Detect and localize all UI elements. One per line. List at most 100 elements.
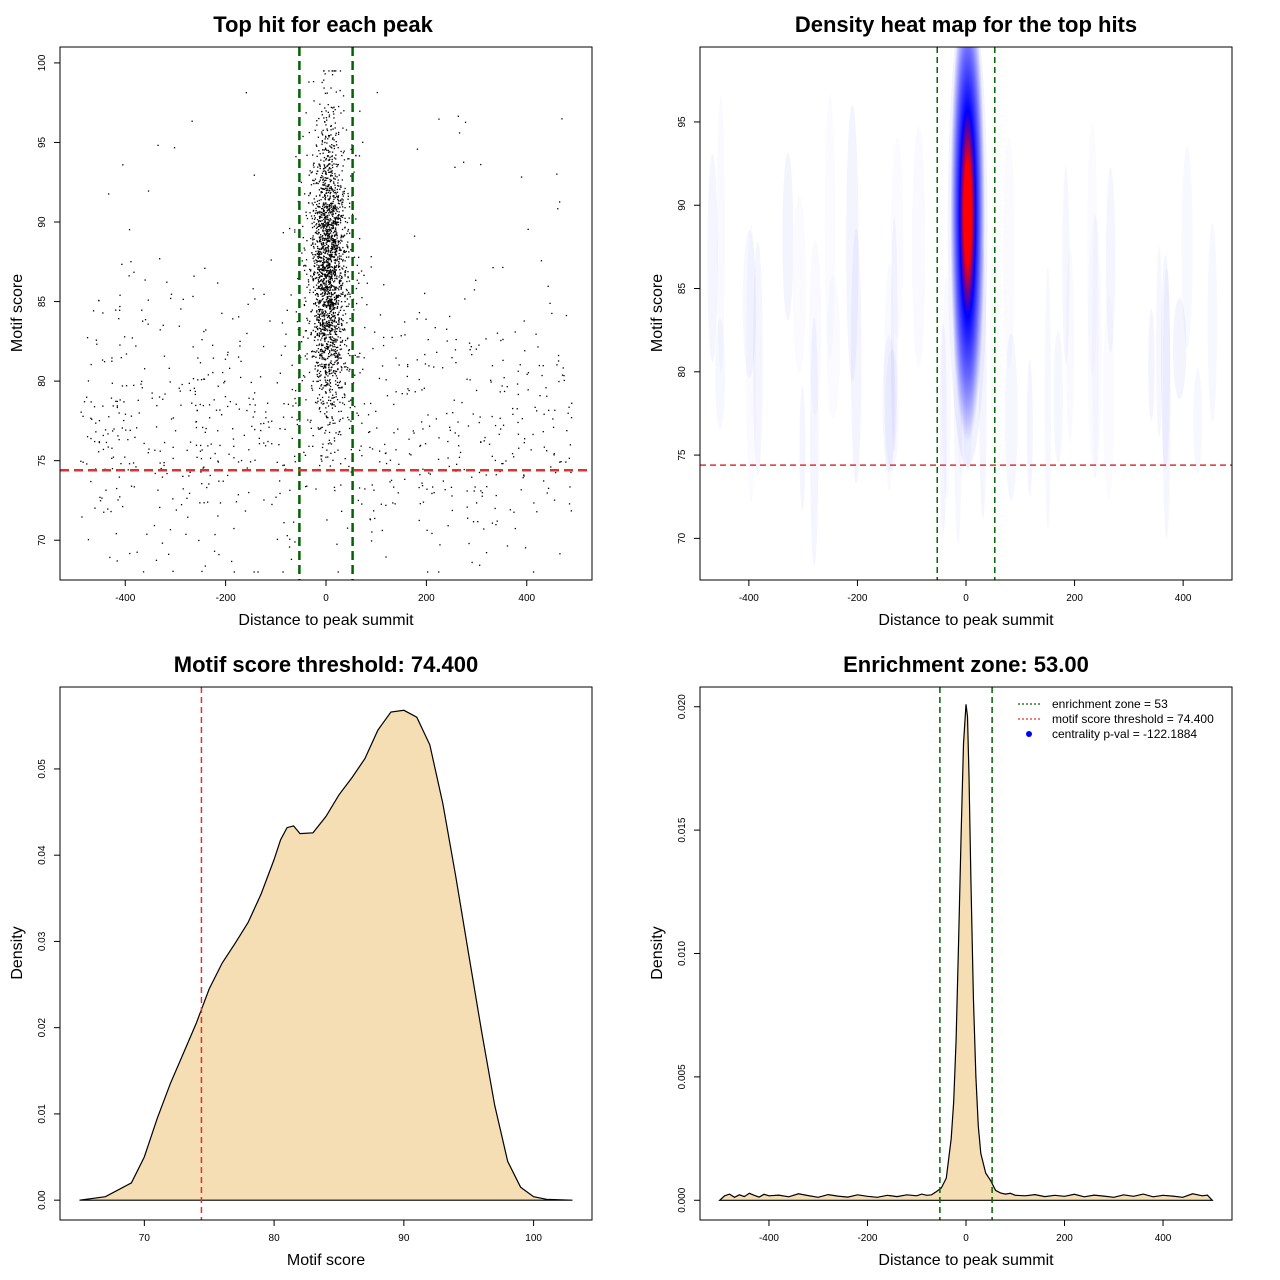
scatter-point bbox=[324, 107, 326, 109]
scatter-point bbox=[530, 449, 532, 451]
scatter-point bbox=[332, 205, 335, 207]
scatter-point bbox=[318, 286, 320, 288]
scatter-point bbox=[275, 496, 277, 498]
scatter-point bbox=[551, 312, 553, 315]
scatter-point bbox=[239, 345, 241, 347]
scatter-point bbox=[332, 246, 334, 249]
scatter-point bbox=[319, 354, 322, 356]
scatter-point bbox=[322, 203, 324, 205]
scatter-point bbox=[321, 269, 323, 271]
scatter-point bbox=[330, 238, 332, 240]
scatter-point bbox=[335, 321, 337, 323]
scatter-point bbox=[326, 155, 329, 157]
scatter-point bbox=[328, 321, 330, 323]
scatter-point bbox=[320, 199, 322, 201]
scatter-point bbox=[90, 401, 92, 403]
scatter-point bbox=[309, 192, 311, 194]
scatter-point bbox=[344, 362, 347, 364]
scatter-point bbox=[339, 328, 341, 330]
scatter-point bbox=[316, 200, 319, 202]
scatter-point bbox=[116, 406, 118, 409]
scatter-point bbox=[111, 360, 113, 362]
scatter-point bbox=[428, 425, 431, 427]
scatter-point bbox=[333, 285, 335, 288]
scatter-point bbox=[143, 442, 145, 445]
scatter-point bbox=[316, 311, 318, 313]
scatter-point bbox=[356, 412, 358, 414]
scatter-point bbox=[327, 138, 329, 140]
scatter-point bbox=[340, 236, 342, 238]
scatter-point bbox=[331, 175, 333, 177]
scatter-point bbox=[323, 239, 326, 241]
enrichment-x-tick-label: 200 bbox=[1056, 1233, 1073, 1244]
scatter-point bbox=[321, 238, 324, 240]
scatter-point bbox=[323, 270, 325, 272]
scatter-point bbox=[112, 456, 115, 458]
scatter-point bbox=[316, 120, 318, 122]
enrichment-legend: enrichment zone = 53 motif score thresho… bbox=[1018, 697, 1214, 741]
scatter-point bbox=[334, 207, 336, 209]
scatter-point bbox=[320, 284, 322, 286]
scatter-point bbox=[317, 136, 319, 138]
scatter-point bbox=[447, 525, 449, 527]
scatter-point bbox=[295, 311, 297, 313]
scatter-point bbox=[329, 300, 331, 302]
scatter-point bbox=[325, 233, 328, 235]
scatter-point bbox=[480, 163, 482, 166]
scatter-point bbox=[317, 339, 319, 341]
scatter-point bbox=[321, 335, 324, 337]
scatter-point bbox=[335, 360, 337, 362]
scatter-point bbox=[328, 371, 330, 373]
scatter-point bbox=[325, 321, 328, 323]
scatter-point bbox=[82, 415, 84, 417]
scatter-point bbox=[326, 210, 328, 212]
scatter-point bbox=[343, 235, 345, 237]
heatmap-background-density bbox=[793, 195, 806, 374]
scatter-point bbox=[324, 211, 326, 214]
scatter-point bbox=[319, 103, 321, 105]
scatter-point bbox=[328, 70, 330, 72]
scatter-point bbox=[315, 356, 317, 358]
heatmap-background-density bbox=[1193, 368, 1202, 474]
scatter-point bbox=[336, 235, 338, 237]
scatter-point bbox=[316, 219, 319, 221]
scatter-point bbox=[119, 305, 121, 308]
scatter-point bbox=[328, 281, 331, 283]
scatter-point bbox=[349, 354, 351, 357]
scatter-point bbox=[343, 309, 345, 312]
scatter-point bbox=[309, 212, 311, 214]
scatter-point bbox=[335, 352, 337, 355]
scatter-point bbox=[250, 381, 252, 384]
scatter-point bbox=[338, 255, 341, 257]
scatter-point bbox=[303, 265, 305, 267]
scatter-point bbox=[342, 165, 344, 167]
scatter-point bbox=[330, 318, 332, 320]
scatter-point bbox=[248, 449, 250, 451]
scatter-point bbox=[191, 402, 193, 404]
scatter-point bbox=[310, 244, 312, 246]
scatter-point bbox=[321, 110, 323, 113]
scatter-point bbox=[330, 277, 332, 280]
scatter-point bbox=[322, 283, 325, 285]
scatter-point bbox=[315, 284, 318, 286]
scatter-point bbox=[320, 384, 323, 386]
scatter-point bbox=[314, 272, 316, 274]
scatter-point bbox=[424, 353, 426, 356]
scatter-point bbox=[314, 368, 316, 370]
scatter-point bbox=[335, 222, 337, 224]
scatter-point bbox=[278, 444, 280, 446]
scatter-point bbox=[331, 249, 333, 251]
scatter-point bbox=[317, 294, 319, 296]
scatter-point bbox=[321, 350, 323, 353]
scatter-point bbox=[86, 337, 89, 339]
scatter-point bbox=[337, 199, 339, 201]
scatter-point bbox=[118, 318, 120, 320]
scatter-point bbox=[196, 456, 198, 458]
scatter-point bbox=[354, 374, 356, 376]
scatter-point bbox=[315, 351, 317, 353]
scatter-point bbox=[319, 215, 322, 218]
scatter-point bbox=[335, 432, 337, 434]
scatter-point bbox=[539, 395, 541, 397]
scatter-point bbox=[347, 245, 349, 248]
scatter-point bbox=[96, 343, 98, 345]
